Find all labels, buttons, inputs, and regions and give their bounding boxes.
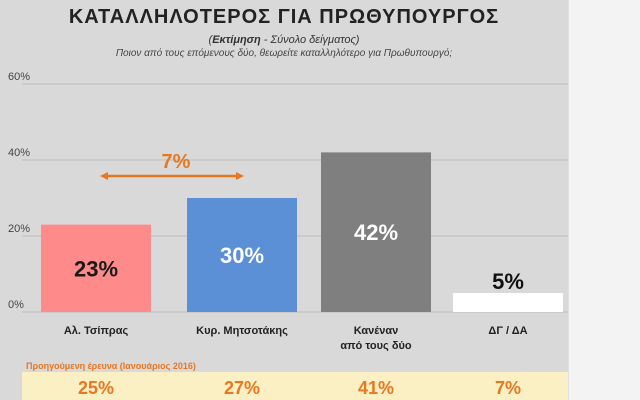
bar bbox=[41, 224, 151, 312]
bar bbox=[453, 293, 563, 312]
category-label: Κανέναν bbox=[354, 325, 399, 337]
data-label: 30% bbox=[220, 243, 264, 268]
y-tick-label: 60% bbox=[8, 71, 30, 83]
survey-question: Ποιον από τους επόμενους δύο, θεωρείτε κ… bbox=[115, 48, 453, 59]
bar bbox=[321, 152, 431, 312]
data-label: 23% bbox=[74, 256, 118, 281]
category-label: Αλ. Τσίπρας bbox=[64, 325, 129, 337]
category-labels: Αλ. Τσίπρας Κυρ. Μητσοτάκης Κανέναν από του… bbox=[64, 325, 528, 352]
data-label: 5% bbox=[492, 269, 524, 294]
difference-label: 7% bbox=[162, 151, 191, 173]
previous-value: 27% bbox=[223, 378, 261, 398]
difference-annotation: 7% bbox=[100, 151, 244, 180]
category-label: ΔΓ / ΔΑ bbox=[488, 325, 527, 337]
category-label: από τους δύο bbox=[340, 340, 412, 352]
chart-subtitle: (Εκτίμηση - Σύνολο δείγματος) bbox=[0, 34, 568, 46]
y-tick-label: 0% bbox=[8, 299, 24, 311]
bar-chart: 0% 20% 40% 60% 23% 30% 42% 5% Αλ. Τσίπρας Κυρ. … bbox=[8, 71, 568, 352]
previous-value: 25% bbox=[77, 378, 115, 398]
category-label: Κυρ. Μητσοτάκης bbox=[196, 325, 288, 337]
y-tick-label: 40% bbox=[8, 147, 30, 159]
subtitle-bold: Εκτίμηση bbox=[212, 34, 261, 46]
previous-value: 7% bbox=[494, 378, 521, 398]
side-panel bbox=[568, 0, 640, 400]
slide: ΚΑΤΑΛΛΗΛΟΤΕΡΟΣ ΓΙΑ ΠΡΩΘΥΠΟΥΡΓΟΣ (Εκτίμησ… bbox=[0, 0, 568, 400]
chart-title: ΚΑΤΑΛΛΗΛΟΤΕΡΟΣ ΓΙΑ ΠΡΩΘΥΠΟΥΡΓΟΣ bbox=[68, 6, 500, 28]
previous-survey-label: Προηγούμενη έρευνα (Ιανουάριος 2016) bbox=[26, 361, 196, 371]
subtitle-open: ( bbox=[208, 34, 213, 46]
bar bbox=[187, 198, 297, 312]
y-axis-ticks: 0% 20% 40% 60% bbox=[8, 71, 30, 311]
previous-value: 41% bbox=[357, 378, 395, 398]
subtitle-rest: - Σύνολο δείγματος) bbox=[260, 34, 360, 46]
previous-survey-band bbox=[22, 372, 568, 400]
data-label: 42% bbox=[354, 220, 398, 245]
data-labels: 23% 30% 42% 5% bbox=[74, 220, 524, 294]
y-tick-label: 20% bbox=[8, 223, 30, 235]
bars bbox=[41, 152, 563, 312]
